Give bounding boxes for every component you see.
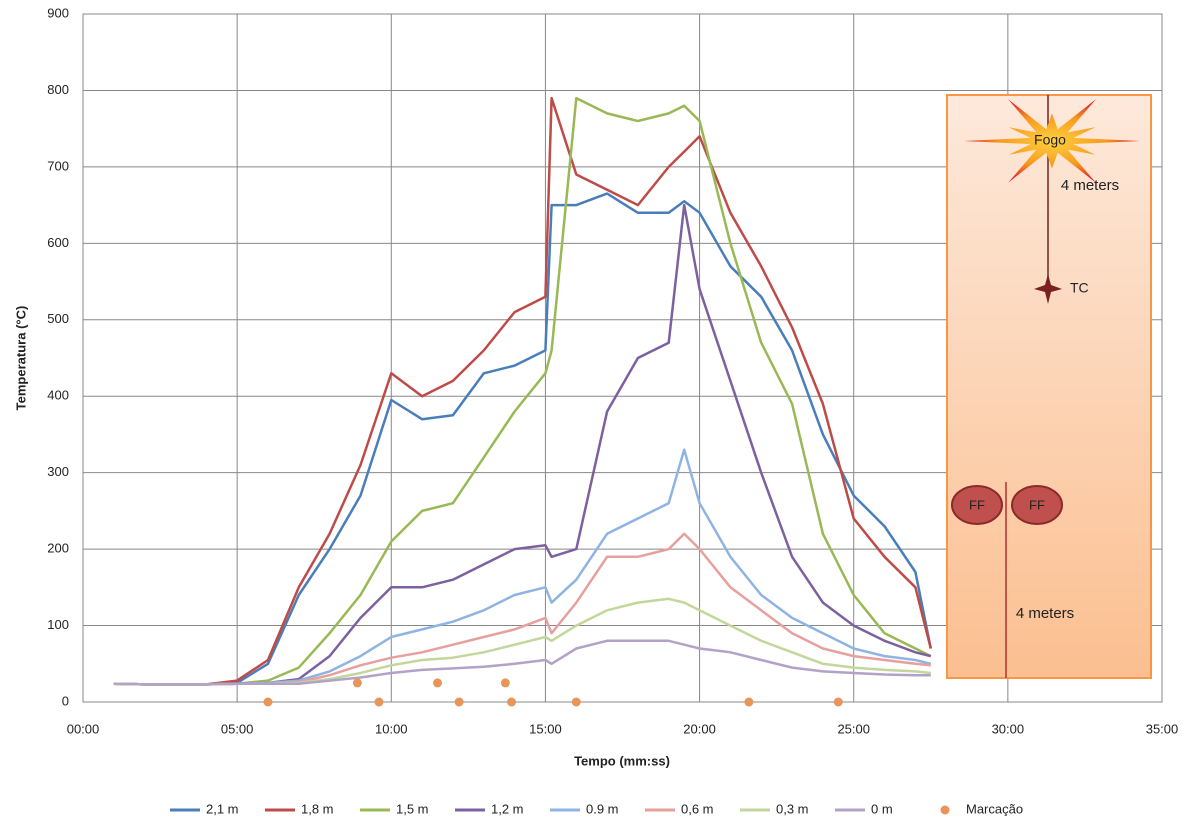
chart: Temperatura (°C) Tempo (mm:ss) 0 100 200 30… xyxy=(0,0,1196,823)
x-tick-label: 20:00 xyxy=(683,721,716,736)
y-tick-label: 100 xyxy=(47,617,69,632)
marker-point xyxy=(501,678,510,687)
legend-label: 0 m xyxy=(871,801,893,816)
y-tick-label: 0 xyxy=(62,693,69,708)
distance-label: 4 meters xyxy=(1061,177,1119,194)
x-tick-label: 10:00 xyxy=(375,721,408,736)
marker-point xyxy=(433,678,442,687)
y-axis-title: Temperatura (°C) xyxy=(13,306,28,411)
legend-label: 1,8 m xyxy=(301,801,334,816)
y-tick-label: 500 xyxy=(47,311,69,326)
x-tick-label: 00:00 xyxy=(67,721,100,736)
legend-label: 1,5 m xyxy=(396,801,429,816)
legend-label: 2,1 m xyxy=(206,801,239,816)
y-tick-label: 800 xyxy=(47,82,69,97)
y-tick-label: 200 xyxy=(47,541,69,556)
x-tick-label: 25:00 xyxy=(837,721,870,736)
marker-point xyxy=(744,698,753,707)
sensor-label: TC xyxy=(1070,280,1089,296)
y-tick-label: 400 xyxy=(47,388,69,403)
marker-point xyxy=(455,698,464,707)
legend-label: 1,2 m xyxy=(491,801,524,816)
marker-point xyxy=(374,698,383,707)
marker-point xyxy=(572,698,581,707)
marker-point xyxy=(834,698,843,707)
y-tick-label: 600 xyxy=(47,235,69,250)
x-tick-label: 05:00 xyxy=(221,721,254,736)
marker-point xyxy=(263,698,272,707)
inset-box xyxy=(947,95,1151,678)
legend-label: 0,3 m xyxy=(776,801,809,816)
marker-point xyxy=(507,698,516,707)
distance-label: 4 meters xyxy=(1016,605,1074,622)
legend-label: 0.9 m xyxy=(586,801,619,816)
y-tick-label: 900 xyxy=(47,5,69,20)
fire-label: Fogo xyxy=(1034,132,1066,148)
x-tick-label: 30:00 xyxy=(992,721,1025,736)
legend-label: Marcação xyxy=(966,801,1023,816)
y-tick-label: 300 xyxy=(47,464,69,479)
x-tick-label: 15:00 xyxy=(529,721,562,736)
y-tick-label: 700 xyxy=(47,158,69,173)
x-tick-label: 35:00 xyxy=(1146,721,1179,736)
firefighter-label: FF xyxy=(969,497,985,512)
firefighter-label: FF xyxy=(1029,497,1045,512)
marker-point xyxy=(353,678,362,687)
x-axis-title: Tempo (mm:ss) xyxy=(574,753,670,768)
legend-swatch xyxy=(941,806,950,815)
legend-label: 0,6 m xyxy=(681,801,714,816)
